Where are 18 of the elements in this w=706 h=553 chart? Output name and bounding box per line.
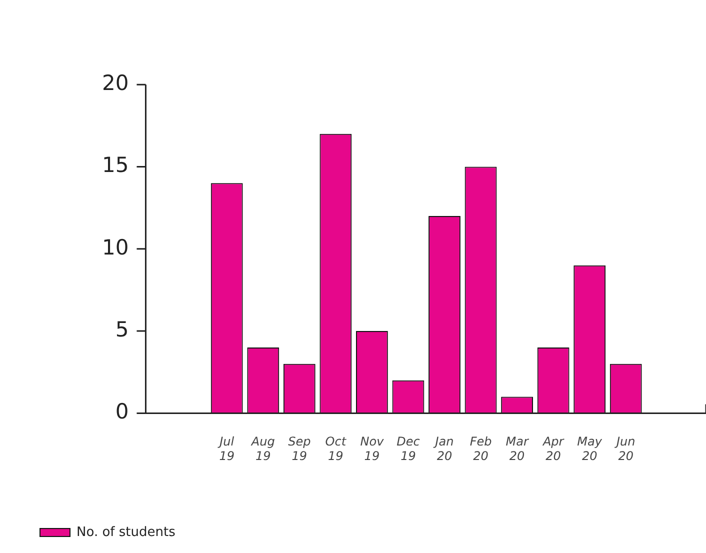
y-tick-label: 5 xyxy=(115,318,129,342)
legend-label: No. of students xyxy=(76,524,176,540)
x-tick-label: Jan 20 xyxy=(433,434,454,463)
x-tick-label: Mar 20 xyxy=(506,434,530,463)
x-tick-label: May 20 xyxy=(577,434,603,463)
x-tick-label: Jul 19 xyxy=(218,434,235,463)
x-tick-label: Jun 20 xyxy=(614,434,636,463)
x-tick-label: Nov 19 xyxy=(360,434,385,463)
x-tick-label: Feb 20 xyxy=(470,434,492,463)
x-tick-label: Dec 19 xyxy=(396,434,420,463)
y-tick-label: 10 xyxy=(102,235,129,260)
y-tick-label: 20 xyxy=(102,71,129,96)
x-tick-label: Aug 19 xyxy=(250,434,276,463)
y-tick-label: 0 xyxy=(115,400,129,424)
x-tick-label: Sep 19 xyxy=(288,434,312,463)
x-tick-label: Oct 19 xyxy=(325,434,348,463)
x-tick-label: Apr 20 xyxy=(542,434,565,463)
y-tick-label: 15 xyxy=(102,153,129,178)
